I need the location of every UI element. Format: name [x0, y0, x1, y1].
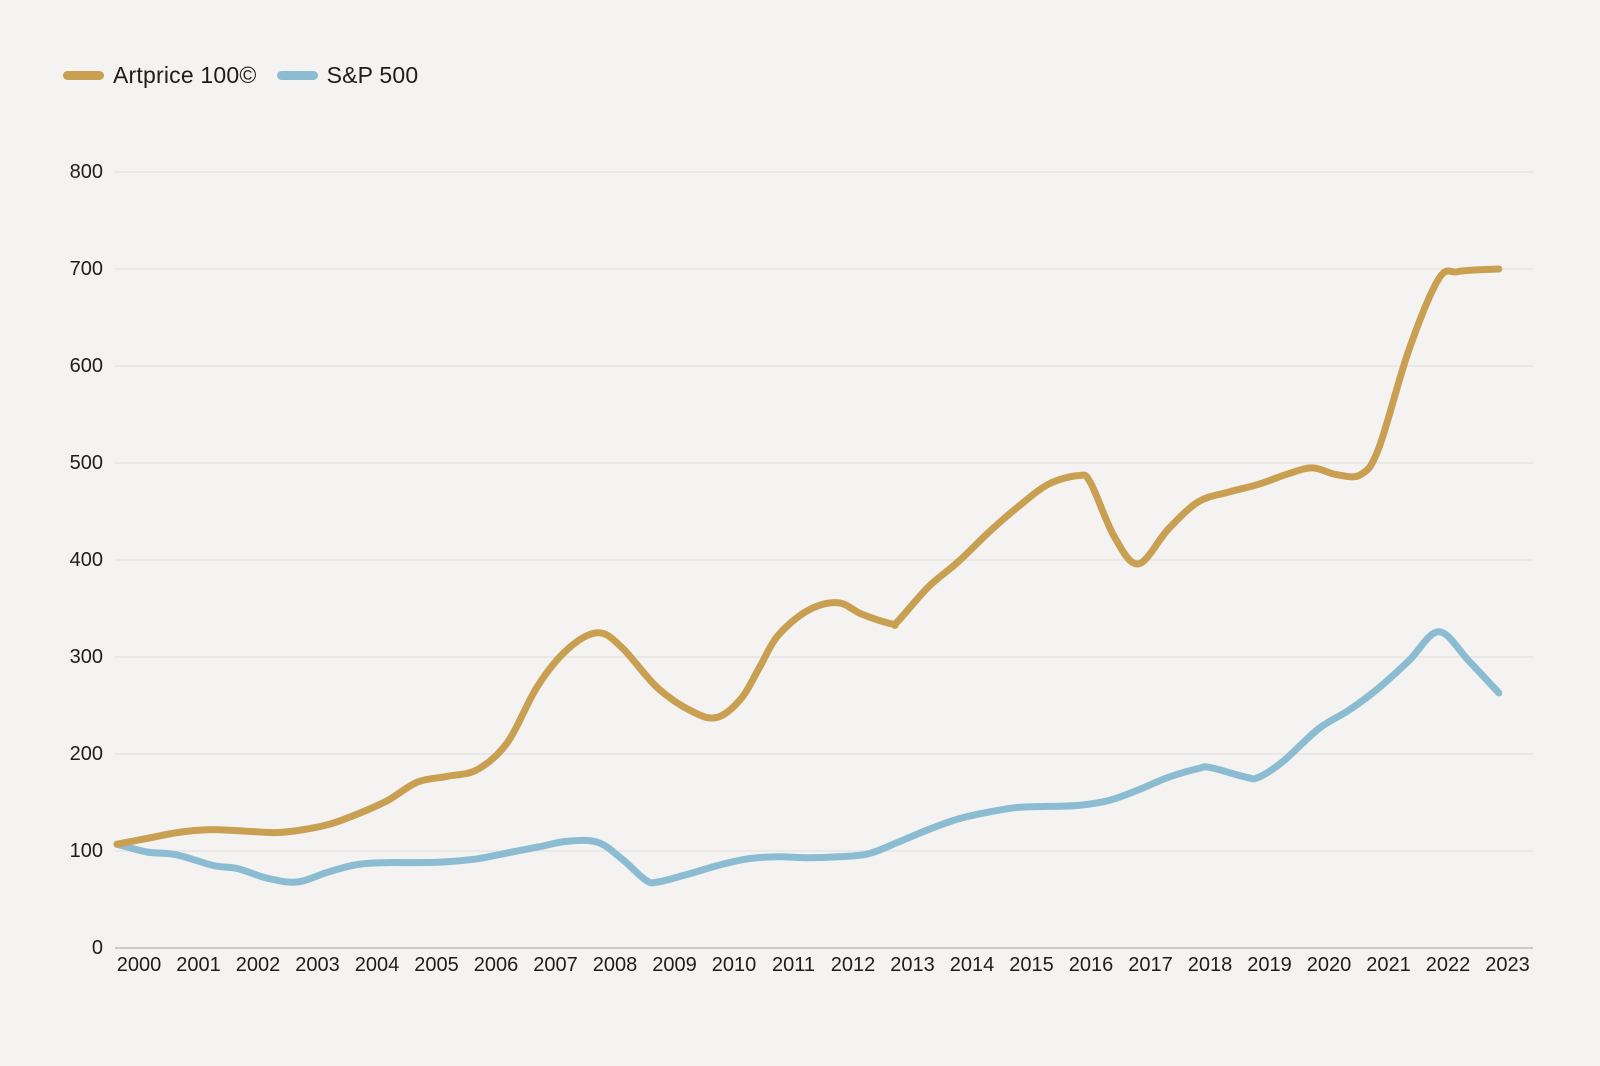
x-axis-label: 2022 [1425, 954, 1471, 976]
y-axis-label: 700 [69, 258, 103, 280]
x-axis-label: 2016 [1068, 954, 1114, 976]
legend-item-sp500[interactable]: S&P 500 [276, 62, 419, 89]
x-axis-label: 2021 [1366, 954, 1411, 976]
artprice-line-swatch [63, 71, 104, 80]
y-axis-label: 400 [69, 549, 103, 571]
y-axis-label: 200 [69, 743, 103, 765]
x-axis-label: 2001 [176, 954, 221, 976]
y-axis-label: 800 [69, 161, 103, 183]
x-axis-label: 2000 [116, 954, 162, 976]
x-axis-label: 2018 [1187, 954, 1233, 976]
x-axis-label: 2008 [592, 954, 638, 976]
artprice-100-line [113, 265, 1503, 848]
x-axis-label: 2014 [949, 954, 995, 976]
x-axis-label: 2017 [1128, 954, 1173, 976]
x-axis-label: 2002 [235, 954, 281, 976]
x-axis-label: 2007 [533, 954, 578, 976]
legend-item-artprice[interactable]: Artprice 100© [63, 62, 257, 89]
x-axis-label: 2013 [890, 954, 935, 976]
x-axis-label: 2019 [1247, 954, 1292, 976]
y-axis-label: 0 [91, 937, 103, 959]
x-axis-label: 2004 [354, 954, 400, 976]
x-axis-label: 2012 [830, 954, 876, 976]
sp500-line-swatch [276, 71, 318, 80]
x-axis-label: 2009 [652, 954, 697, 976]
x-axis-label: 2023 [1485, 954, 1530, 976]
legend: Artprice 100© S&P 500 [63, 62, 418, 89]
x-axis-label: 2005 [414, 954, 459, 976]
legend-label-artprice: Artprice 100© [113, 62, 257, 88]
x-axis-label: 2006 [473, 954, 519, 976]
y-axis-label: 500 [69, 452, 103, 474]
x-axis-label: 2015 [1009, 954, 1054, 976]
x-axis-label: 2003 [295, 954, 340, 976]
y-axis-label: 300 [69, 646, 103, 668]
y-axis-label: 600 [69, 355, 103, 377]
x-axis-label: 2020 [1306, 954, 1352, 976]
x-axis-label: 2011 [771, 954, 815, 976]
legend-label-sp500: S&P 500 [326, 62, 419, 88]
x-axis-label: 2010 [711, 954, 757, 976]
y-axis-label: 100 [69, 840, 103, 862]
sp500-line [113, 628, 1503, 887]
